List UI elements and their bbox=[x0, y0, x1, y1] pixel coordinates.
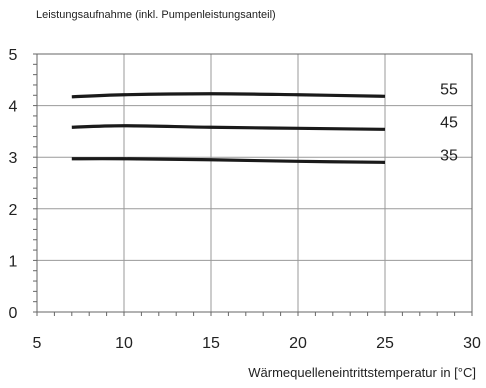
series-line-45 bbox=[71, 124, 386, 131]
plot-frame bbox=[36, 53, 473, 313]
series-line-55 bbox=[71, 92, 386, 99]
series-line-35 bbox=[71, 157, 386, 164]
x-axis-label: Wärmequelleneintrittstemperatur in [°C] bbox=[248, 365, 476, 380]
chart-title: Leistungsaufnahme (inkl. Pumpenleistungs… bbox=[36, 9, 276, 21]
minor-ticks bbox=[33, 53, 473, 316]
y-tick-label: 0 bbox=[9, 305, 18, 322]
x-tick-label: 15 bbox=[202, 335, 220, 352]
x-tick-label: 20 bbox=[289, 335, 307, 352]
series-label-35: 35 bbox=[440, 147, 458, 164]
y-tick-label: 2 bbox=[9, 202, 18, 219]
y-tick-label: 1 bbox=[9, 253, 18, 270]
y-tick-label: 4 bbox=[9, 99, 18, 116]
series-label-55: 55 bbox=[440, 81, 458, 98]
y-tick-label: 3 bbox=[9, 150, 18, 167]
x-tick-label: 5 bbox=[33, 335, 42, 352]
series-label-45: 45 bbox=[440, 114, 458, 131]
y-tick-label: 5 bbox=[9, 47, 18, 64]
x-tick-label: 30 bbox=[463, 335, 481, 352]
series-lines bbox=[71, 92, 386, 164]
x-tick-label: 10 bbox=[115, 335, 133, 352]
grid bbox=[36, 53, 473, 313]
x-tick-label: 25 bbox=[376, 335, 394, 352]
